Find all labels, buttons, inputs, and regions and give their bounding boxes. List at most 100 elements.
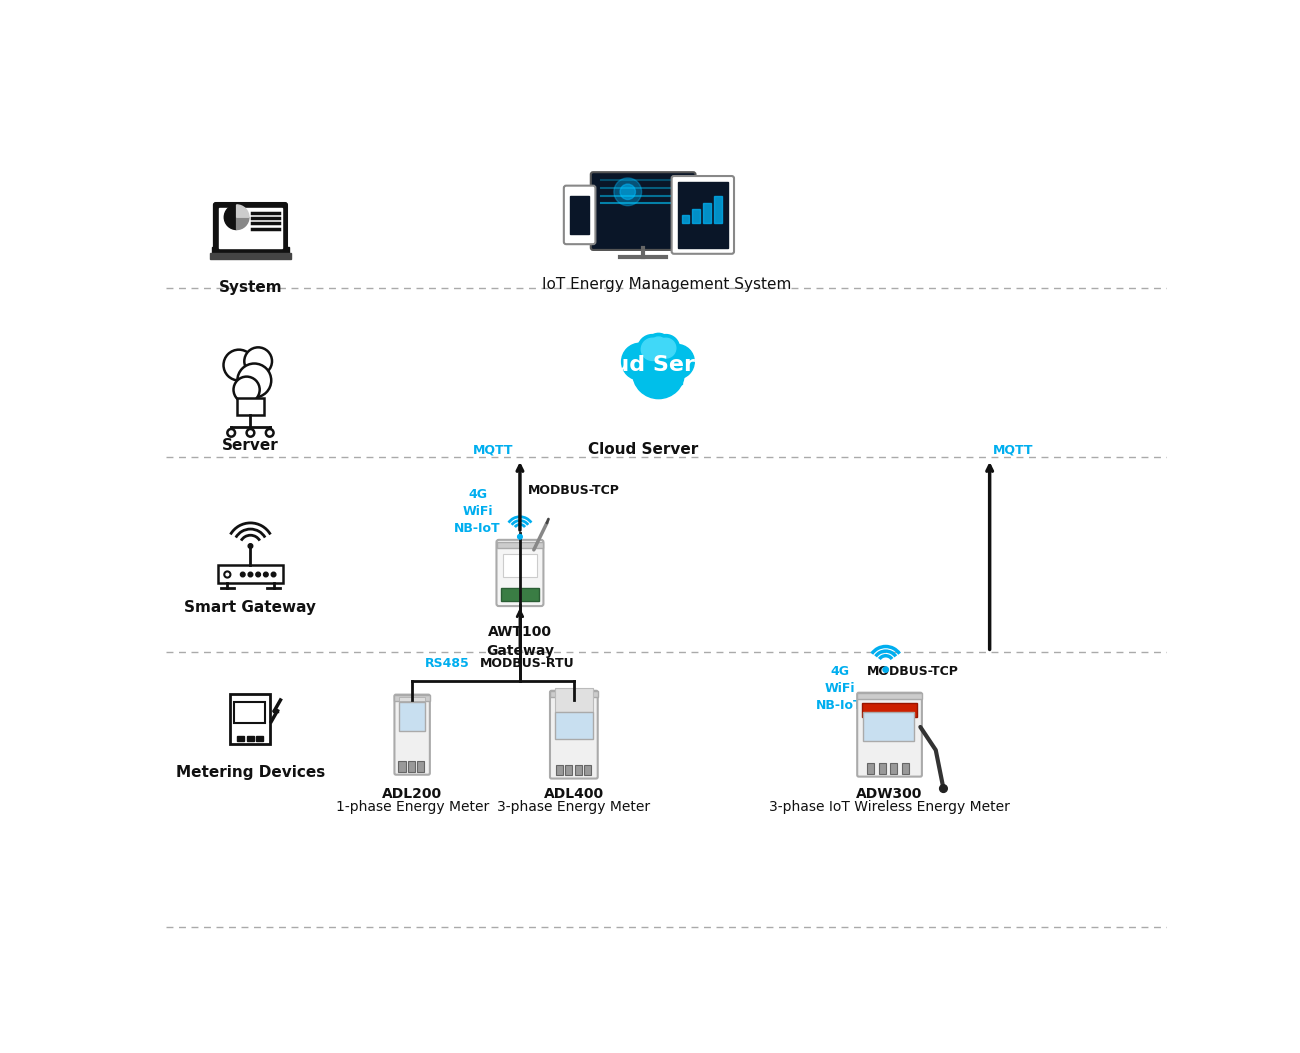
Circle shape [660, 344, 694, 379]
Circle shape [940, 784, 948, 793]
Bar [902, 762, 909, 774]
Text: MQTT: MQTT [992, 443, 1034, 456]
Bar [399, 697, 425, 701]
FancyBboxPatch shape [564, 185, 595, 244]
Bar [863, 712, 914, 741]
Bar [238, 736, 244, 741]
Bar [857, 693, 922, 699]
Circle shape [238, 363, 272, 397]
Text: 3-phase IoT Wireless Energy Meter: 3-phase IoT Wireless Energy Meter [770, 800, 1010, 814]
Bar [394, 695, 430, 701]
Bar [555, 689, 593, 712]
Ellipse shape [638, 381, 679, 395]
Text: MQTT: MQTT [473, 443, 514, 456]
Circle shape [248, 543, 252, 549]
Circle shape [621, 343, 659, 380]
Circle shape [641, 338, 663, 360]
Bar [693, 208, 701, 222]
Circle shape [650, 337, 667, 354]
Wedge shape [225, 205, 237, 230]
Circle shape [517, 535, 523, 539]
Circle shape [248, 572, 252, 577]
Circle shape [234, 377, 260, 403]
Bar [503, 554, 537, 577]
Bar [398, 761, 406, 772]
Bar [247, 736, 254, 741]
Bar [550, 691, 598, 697]
Text: RS485: RS485 [425, 657, 469, 671]
Circle shape [883, 667, 888, 672]
Text: Server: Server [222, 438, 278, 453]
FancyBboxPatch shape [672, 176, 734, 254]
Bar [500, 588, 538, 601]
Text: 3-phase Energy Meter: 3-phase Energy Meter [498, 800, 650, 814]
Bar [218, 208, 282, 249]
Bar [417, 761, 425, 772]
FancyBboxPatch shape [497, 540, 543, 607]
Circle shape [240, 572, 246, 577]
Circle shape [256, 572, 260, 577]
Bar [566, 764, 572, 775]
Text: AWT100
Gateway: AWT100 Gateway [486, 624, 554, 658]
Circle shape [620, 184, 636, 199]
Bar [256, 736, 263, 741]
Text: Metering Devices: Metering Devices [176, 766, 325, 780]
Wedge shape [237, 205, 248, 217]
FancyBboxPatch shape [857, 693, 922, 777]
Text: MODBUS-RTU: MODBUS-RTU [480, 657, 575, 671]
Bar [212, 247, 289, 254]
Bar [230, 694, 270, 744]
Circle shape [244, 347, 272, 375]
Text: MODBUS-TCP: MODBUS-TCP [866, 665, 958, 678]
Bar [237, 398, 264, 415]
Circle shape [637, 335, 667, 364]
Text: ADL200: ADL200 [382, 787, 442, 801]
Text: Smart Gateway: Smart Gateway [185, 600, 316, 615]
Bar [703, 202, 711, 222]
Circle shape [225, 572, 230, 578]
Circle shape [272, 572, 276, 577]
Text: 1-phase Energy Meter: 1-phase Energy Meter [335, 800, 489, 814]
FancyBboxPatch shape [214, 203, 286, 253]
Bar [399, 701, 425, 731]
Bar [891, 762, 897, 774]
Bar [681, 215, 689, 222]
Bar [556, 764, 563, 775]
Bar [879, 762, 885, 774]
Text: Cloud Server: Cloud Server [588, 442, 698, 457]
FancyBboxPatch shape [394, 695, 430, 775]
Circle shape [264, 572, 268, 577]
Circle shape [227, 429, 235, 437]
Circle shape [224, 350, 255, 380]
Circle shape [247, 429, 255, 437]
Circle shape [653, 335, 680, 361]
Bar [867, 762, 874, 774]
Text: ADW300: ADW300 [857, 787, 923, 801]
Circle shape [614, 178, 642, 205]
Bar [575, 764, 581, 775]
Text: Cloud Server: Cloud Server [573, 355, 736, 375]
Circle shape [633, 346, 684, 399]
Bar [714, 197, 722, 222]
Text: 4G
WiFi
NB-IoT: 4G WiFi NB-IoT [816, 665, 863, 713]
Bar [555, 712, 593, 738]
Bar [234, 701, 265, 723]
Bar [497, 542, 542, 549]
Bar [677, 182, 728, 247]
Text: MODBUS-TCP: MODBUS-TCP [528, 484, 620, 497]
Bar [209, 254, 291, 259]
Circle shape [265, 429, 273, 437]
FancyBboxPatch shape [550, 691, 598, 778]
Bar [584, 764, 590, 775]
Bar [218, 565, 283, 583]
Text: 4G
WiFi
NB-IoT: 4G WiFi NB-IoT [454, 489, 500, 535]
Bar [862, 703, 918, 717]
Text: System: System [218, 280, 282, 295]
Text: IoT Energy Management System: IoT Energy Management System [542, 277, 790, 292]
Wedge shape [237, 217, 248, 230]
Bar [407, 761, 415, 772]
Circle shape [656, 338, 676, 358]
Text: ADL400: ADL400 [543, 787, 604, 801]
Bar [636, 353, 682, 384]
Circle shape [646, 334, 671, 358]
